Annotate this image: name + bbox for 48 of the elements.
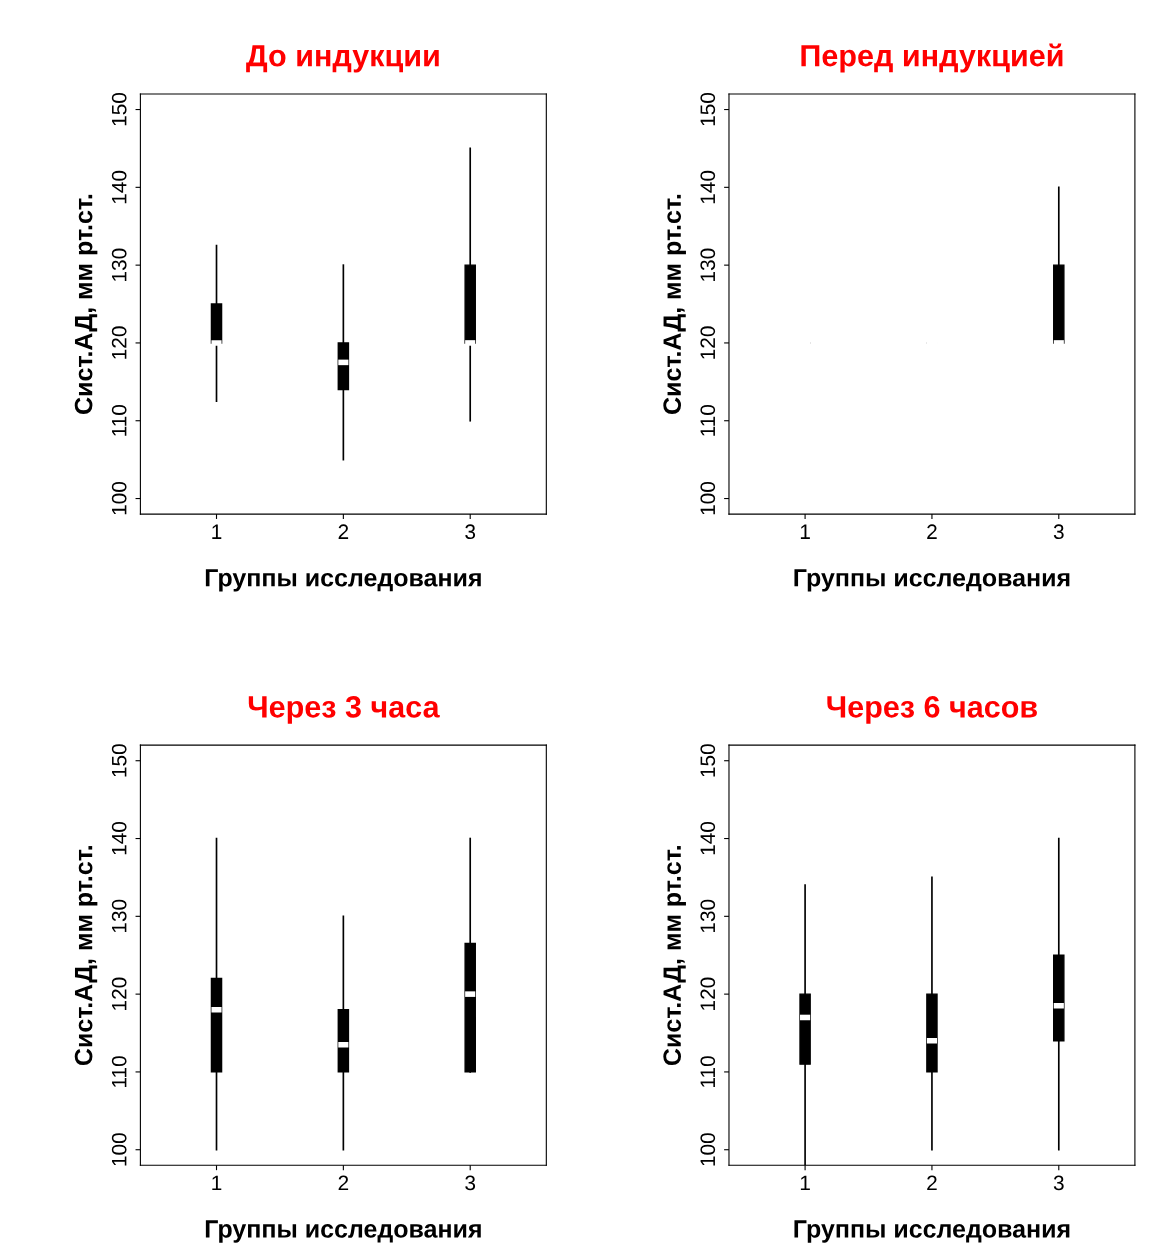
y-tick-label: 150 [700, 744, 716, 777]
y-axis-title: Сист.АД, мм рт.ст. [74, 194, 98, 414]
chart-title: Через 6 часов [827, 696, 1037, 724]
x-tick-label: 2 [927, 524, 937, 539]
y-tick-label: 130 [111, 248, 127, 281]
y-tick-label: 100 [111, 481, 127, 515]
y-tick-label: 150 [700, 92, 716, 126]
x-tick-label: 3 [1053, 524, 1064, 540]
y-axis-title: Сист.АД, мм рт.ст. [663, 194, 686, 414]
chart-title: Через 3 часа [248, 696, 440, 724]
y-tick-label: 110 [700, 404, 716, 436]
y-tick-label: 130 [111, 899, 127, 933]
chart-title: Перед индукцией [801, 43, 1063, 73]
y-tick-label: 140 [111, 821, 127, 855]
x-tick-label: 3 [1053, 1175, 1064, 1191]
y-tick-label: 110 [111, 404, 127, 436]
x-axis-title: Группы исследования [205, 1220, 481, 1243]
y-tick-label: 140 [700, 821, 716, 855]
x-tick-label: 1 [800, 1175, 810, 1191]
x-tick-label: 2 [927, 1175, 937, 1191]
x-axis-title: Группы исследования [205, 569, 481, 592]
y-tick-label: 150 [111, 92, 127, 126]
y-tick-label: 110 [111, 1056, 127, 1087]
x-tick-label: 2 [338, 1175, 349, 1191]
y-tick-label: 100 [700, 481, 716, 515]
y-tick-label: 120 [111, 977, 127, 1010]
y-tick-label: 100 [700, 1133, 716, 1166]
y-tick-label: 110 [700, 1056, 716, 1087]
chart-title: До индукции [246, 45, 439, 73]
y-tick-label: 130 [700, 248, 716, 281]
y-tick-label: 130 [700, 899, 716, 933]
x-tick-label: 3 [465, 524, 476, 540]
x-tick-label: 1 [212, 1175, 222, 1191]
y-tick-label: 120 [700, 326, 716, 359]
x-tick-label: 1 [212, 524, 222, 539]
y-tick-label: 140 [111, 170, 127, 204]
y-axis-title: Сист.АД, мм рт.ст. [663, 846, 686, 1066]
x-tick-label: 2 [338, 524, 349, 539]
x-axis-title: Группы исследования [794, 569, 1070, 592]
x-tick-label: 1 [800, 524, 810, 539]
y-tick-label: 120 [111, 326, 127, 359]
x-axis-title: Группы исследования [794, 1220, 1070, 1243]
y-tick-label: 120 [700, 977, 716, 1010]
x-tick-label: 3 [465, 1175, 476, 1191]
y-tick-label: 100 [111, 1133, 127, 1166]
y-tick-label: 140 [700, 170, 716, 204]
y-axis-title: Сист.АД, мм рт.ст. [74, 846, 98, 1066]
y-tick-label: 150 [111, 744, 127, 777]
